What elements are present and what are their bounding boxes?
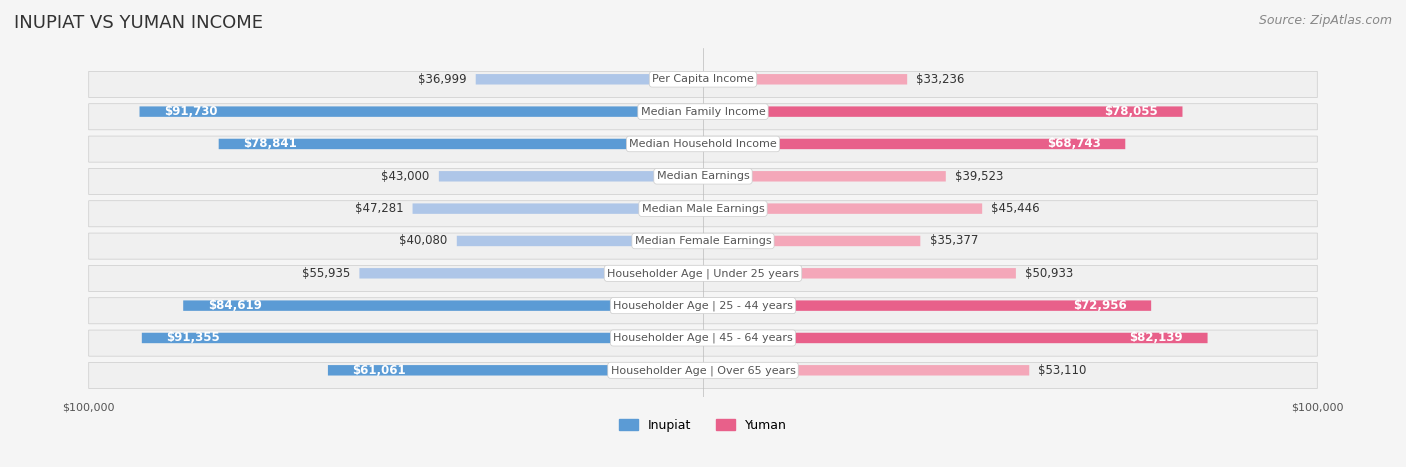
FancyBboxPatch shape [89, 298, 1317, 324]
Text: $55,935: $55,935 [302, 267, 350, 280]
FancyBboxPatch shape [703, 204, 983, 214]
FancyBboxPatch shape [703, 268, 1017, 278]
Text: $36,999: $36,999 [418, 73, 467, 86]
Legend: Inupiat, Yuman: Inupiat, Yuman [614, 414, 792, 437]
Text: Per Capita Income: Per Capita Income [652, 74, 754, 84]
FancyBboxPatch shape [89, 71, 1317, 98]
FancyBboxPatch shape [703, 74, 907, 85]
FancyBboxPatch shape [703, 236, 921, 246]
Text: Householder Age | 45 - 64 years: Householder Age | 45 - 64 years [613, 333, 793, 343]
Text: $45,446: $45,446 [991, 202, 1040, 215]
Text: $91,355: $91,355 [166, 332, 221, 345]
Text: $47,281: $47,281 [354, 202, 404, 215]
Text: Median Household Income: Median Household Income [628, 139, 778, 149]
Text: $84,619: $84,619 [208, 299, 262, 312]
Text: $50,933: $50,933 [1025, 267, 1073, 280]
FancyBboxPatch shape [703, 171, 946, 182]
FancyBboxPatch shape [360, 268, 703, 278]
FancyBboxPatch shape [703, 106, 1182, 117]
Text: Source: ZipAtlas.com: Source: ZipAtlas.com [1258, 14, 1392, 27]
Text: $78,055: $78,055 [1104, 105, 1159, 118]
Text: $91,730: $91,730 [165, 105, 218, 118]
FancyBboxPatch shape [475, 74, 703, 85]
Text: $53,110: $53,110 [1039, 364, 1087, 377]
FancyBboxPatch shape [219, 139, 703, 149]
Text: Householder Age | Under 25 years: Householder Age | Under 25 years [607, 268, 799, 278]
FancyBboxPatch shape [89, 330, 1317, 356]
Text: $43,000: $43,000 [381, 170, 430, 183]
FancyBboxPatch shape [439, 171, 703, 182]
FancyBboxPatch shape [183, 300, 703, 311]
FancyBboxPatch shape [89, 362, 1317, 389]
Text: $33,236: $33,236 [917, 73, 965, 86]
Text: Median Female Earnings: Median Female Earnings [634, 236, 772, 246]
FancyBboxPatch shape [89, 233, 1317, 259]
Text: Householder Age | 25 - 44 years: Householder Age | 25 - 44 years [613, 300, 793, 311]
FancyBboxPatch shape [139, 106, 703, 117]
FancyBboxPatch shape [89, 201, 1317, 227]
FancyBboxPatch shape [703, 333, 1208, 343]
Text: Median Male Earnings: Median Male Earnings [641, 204, 765, 213]
Text: $35,377: $35,377 [929, 234, 979, 248]
FancyBboxPatch shape [89, 265, 1317, 291]
FancyBboxPatch shape [703, 300, 1152, 311]
Text: $68,743: $68,743 [1047, 137, 1101, 150]
Text: Median Family Income: Median Family Income [641, 106, 765, 117]
FancyBboxPatch shape [457, 236, 703, 246]
FancyBboxPatch shape [703, 365, 1029, 375]
Text: $40,080: $40,080 [399, 234, 447, 248]
FancyBboxPatch shape [328, 365, 703, 375]
Text: $61,061: $61,061 [353, 364, 406, 377]
FancyBboxPatch shape [89, 136, 1317, 162]
FancyBboxPatch shape [89, 169, 1317, 194]
Text: Householder Age | Over 65 years: Householder Age | Over 65 years [610, 365, 796, 375]
FancyBboxPatch shape [703, 139, 1125, 149]
Text: INUPIAT VS YUMAN INCOME: INUPIAT VS YUMAN INCOME [14, 14, 263, 32]
Text: Median Earnings: Median Earnings [657, 171, 749, 181]
Text: $39,523: $39,523 [955, 170, 1004, 183]
FancyBboxPatch shape [142, 333, 703, 343]
Text: $78,841: $78,841 [243, 137, 297, 150]
FancyBboxPatch shape [89, 104, 1317, 130]
Text: $82,139: $82,139 [1129, 332, 1182, 345]
Text: $72,956: $72,956 [1073, 299, 1126, 312]
FancyBboxPatch shape [412, 204, 703, 214]
